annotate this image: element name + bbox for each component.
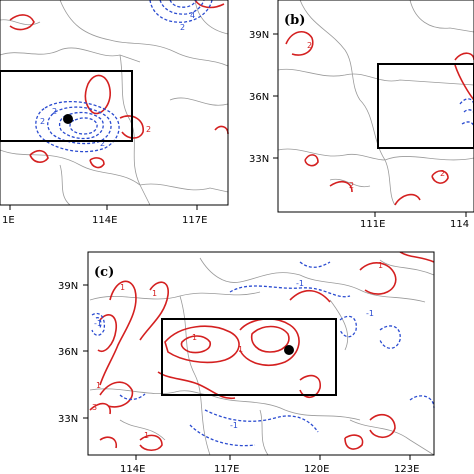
panel-b-positive-contours <box>285 31 474 206</box>
lon-tick-label: 117E <box>214 464 239 474</box>
panel-c-lon-ticks: 114E 117E 120E 123E <box>120 455 419 474</box>
panel-a-positive-contours <box>9 0 229 169</box>
contour-label: -1 <box>296 279 304 288</box>
contour-label: 2 <box>307 41 312 50</box>
contour-label: 1 <box>378 261 383 270</box>
panel-a-contour-labels: 2 2 2 2 4 2 <box>40 11 195 148</box>
lat-tick-label: 39N <box>249 30 269 41</box>
panel-c-study-region-box <box>161 318 337 396</box>
contour-label: 2 <box>40 117 45 126</box>
panel-b: 2 2 2 (b) 39N 36N 33N 111E 114 <box>249 0 474 230</box>
panel-b-lon-ticks: 111E 114 <box>360 212 469 230</box>
panel-a-negative-contours <box>35 0 213 153</box>
contour-label: 2 <box>180 23 185 32</box>
contour-label: 1 <box>192 333 197 342</box>
panel-c-contour-labels: 1 1 1 1 1 3 1 1 -1 -1 -1 -1 <box>92 261 383 440</box>
lat-tick-label: 36N <box>58 347 78 358</box>
lon-tick-label: 123E <box>394 464 419 474</box>
contour-label: 2 <box>100 139 105 148</box>
panel-c-negative-contours <box>91 261 435 447</box>
panel-a-frame <box>0 0 229 206</box>
contour-label: 2 <box>349 181 354 190</box>
panel-b-negative-contours <box>459 98 474 129</box>
panel-a: 2 2 2 2 4 2 1E 114E 117E <box>0 0 229 226</box>
contour-label: 4 <box>190 11 195 20</box>
contour-label: 2 <box>440 169 445 178</box>
panel-b-province-borders <box>277 0 474 206</box>
lon-tick-label: 114E <box>92 215 117 226</box>
panel-c-station-marker <box>284 345 294 355</box>
panel-a-station-marker <box>63 114 73 124</box>
lat-tick-label: 36N <box>249 92 269 103</box>
panel-a-study-region-box <box>0 70 133 142</box>
panel-a-lon-ticks: 1E 114E 117E <box>2 205 207 226</box>
lat-tick-label: 33N <box>58 414 78 425</box>
panel-b-lat-ticks: 39N 36N 33N <box>249 30 278 165</box>
contour-label: 2 <box>52 107 57 116</box>
contour-label: 1 <box>238 345 243 354</box>
contour-label: -1 <box>366 309 374 318</box>
panel-b-label: (b) <box>284 13 305 28</box>
panel-c-lat-ticks: 39N 36N 33N <box>58 281 88 425</box>
contour-label: 2 <box>146 125 151 134</box>
contour-label: -1 <box>230 421 238 430</box>
lon-tick-label: 114E <box>120 464 145 474</box>
lat-tick-label: 33N <box>249 154 269 165</box>
contour-label: 1 <box>96 381 101 390</box>
panel-b-frame <box>277 0 474 213</box>
contour-label: 1 <box>144 431 149 440</box>
lon-tick-label: 114 <box>450 219 469 230</box>
panel-c-label: (c) <box>94 265 114 280</box>
panel-c: 1 1 1 1 1 3 1 1 -1 -1 -1 -1 (c) 39N 36N … <box>58 251 435 474</box>
panel-c-frame <box>87 251 435 456</box>
panel-b-study-region-box <box>377 63 474 149</box>
lon-tick-label: 120E <box>304 464 329 474</box>
contour-label: 3 <box>92 403 97 412</box>
lon-tick-label: 111E <box>360 219 385 230</box>
panel-c-positive-contours <box>89 251 435 452</box>
panel-c-province-borders <box>89 257 435 456</box>
contour-label: -1 <box>94 319 102 328</box>
lon-tick-label: 1E <box>2 215 15 226</box>
lat-tick-label: 39N <box>58 281 78 292</box>
panel-a-province-borders <box>0 0 229 206</box>
contour-label: 1 <box>152 289 157 298</box>
lon-tick-label: 117E <box>182 215 207 226</box>
panel-b-contour-labels: 2 2 2 <box>307 41 445 190</box>
contour-label: 1 <box>120 283 125 292</box>
